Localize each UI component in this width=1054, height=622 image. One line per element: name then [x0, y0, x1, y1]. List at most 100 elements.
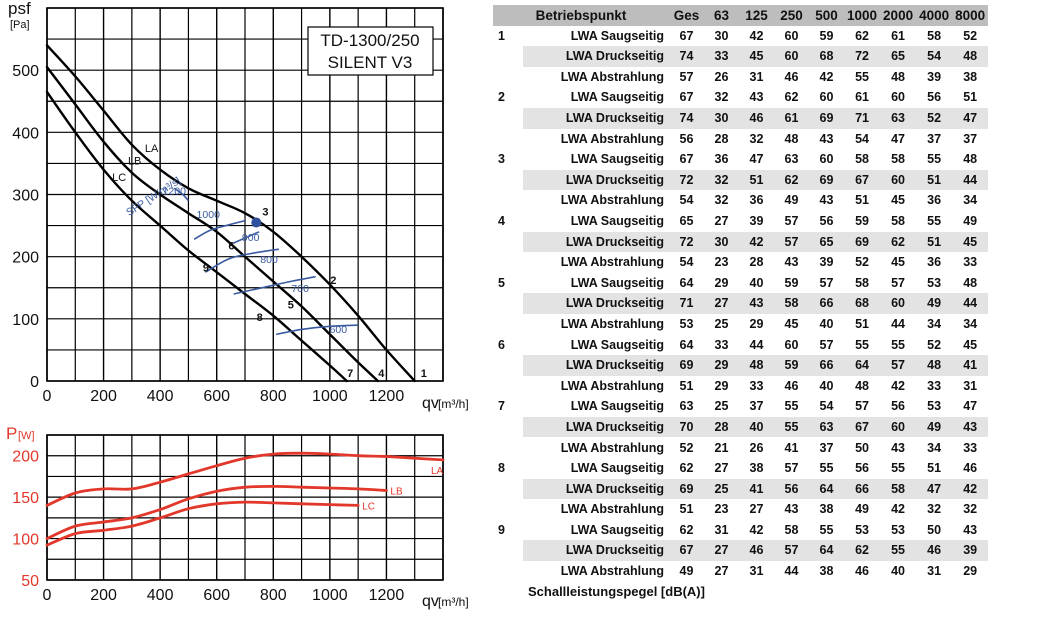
table-cell: 23	[714, 255, 729, 270]
table-cell: 48	[891, 69, 906, 84]
table-cell: 55	[891, 337, 906, 352]
power-x-axis-unit: [m³/h]	[438, 595, 469, 609]
table-cell: 38	[819, 502, 834, 517]
table-row: LWA Druckseitig 74 33 45 60 68 72 65 54 48	[493, 46, 989, 67]
table-cell: 29	[714, 275, 729, 290]
point-number	[493, 129, 523, 150]
point-number: 8	[498, 461, 505, 476]
table-cell: 62	[679, 461, 694, 476]
table-cell: 58	[855, 152, 869, 167]
sfp-curve-label: 800	[260, 254, 278, 266]
row-label: LWA Abstrahlung	[560, 440, 664, 455]
table-cell: 49	[679, 564, 694, 579]
table-cell: 59	[784, 275, 799, 290]
table-cell: 60	[891, 90, 906, 105]
table-cell: 58	[855, 275, 869, 290]
table-cell: 58	[774, 293, 809, 314]
table-cell: 46	[916, 540, 953, 562]
table-cell: 55	[891, 461, 906, 476]
row-label: LWA Druckseitig	[523, 293, 669, 314]
table-row: 3 LWA Saugseitig 67 36 47 63 60 58 58 55 48	[493, 149, 988, 170]
table-cell: 37	[819, 440, 834, 455]
table-cell: 59	[819, 28, 834, 43]
table-cell: 52	[927, 337, 942, 352]
point-number: 7	[498, 399, 505, 414]
row-label: LWA Saugseitig	[570, 522, 664, 537]
table-cell: 68	[844, 293, 881, 314]
table-cell: 31	[749, 564, 764, 579]
table-cell: 57	[880, 355, 917, 376]
pressure-y-tick-label: 500	[12, 63, 39, 80]
pressure-x-tick-label: 800	[260, 388, 287, 405]
row-label: LWA Saugseitig	[570, 213, 664, 228]
table-cell: 67	[844, 416, 881, 438]
table-cell: 32	[714, 193, 729, 208]
table-cell: 59	[855, 213, 869, 228]
table-cell: 67	[679, 152, 694, 167]
table-cell: 54	[916, 46, 953, 67]
table-cell: 33	[963, 440, 978, 455]
table-cell: 64	[679, 275, 694, 290]
table-cell: 33	[704, 46, 739, 67]
table-row: 5 LWA Saugseitig 64 29 40 59 57 58 57 53 48	[493, 273, 988, 294]
row-label: LWA Druckseitig	[523, 478, 669, 500]
table-cell: 50	[855, 440, 869, 455]
model-label-line1: TD-1300/250	[320, 31, 419, 50]
table-cell: 36	[927, 193, 942, 208]
table-cell: 32	[749, 131, 764, 146]
table-cell: 28	[704, 416, 739, 438]
table-cell: 66	[809, 355, 844, 376]
model-label-line2: SILENT V3	[328, 53, 413, 72]
table-cell: 45	[784, 316, 799, 331]
pressure-x-tick-label: 400	[147, 388, 174, 405]
table-cell: 27	[714, 213, 729, 228]
pressure-y-axis-title: psf	[8, 0, 31, 18]
charts-canvas: 0 200 400 600 800 1000 12000100200300400500120…	[6, 0, 469, 610]
table-cell: 60	[880, 169, 917, 191]
power-y-tick-label: 200	[12, 449, 39, 466]
sfp-curve	[204, 248, 280, 273]
table-cell: 57	[784, 213, 799, 228]
table-cell: 69	[809, 169, 844, 191]
row-label: LWA Saugseitig	[570, 399, 664, 414]
table-cell: 68	[809, 46, 844, 67]
table-cell: 46	[784, 378, 799, 393]
row-label: LWA Saugseitig	[570, 275, 664, 290]
power-x-axis-title: qv	[422, 593, 439, 610]
table-cell: 46	[739, 107, 774, 129]
point-number	[493, 67, 523, 88]
table-cell: 49	[784, 193, 799, 208]
table-cell: 58	[784, 522, 799, 537]
table-cell: 45	[891, 193, 906, 208]
table-cell: 46	[963, 461, 978, 476]
sfp-curve-label: 1000	[197, 209, 221, 221]
point-number	[493, 231, 523, 253]
table-cell: 42	[749, 28, 764, 43]
table-cell: 45	[739, 46, 774, 67]
table-cell: 55	[819, 522, 834, 537]
table-cell: 40	[819, 378, 834, 393]
table-cell: 60	[880, 293, 917, 314]
table-cell: 57	[774, 540, 809, 562]
power-series-lb	[45, 484, 388, 540]
row-label: LWA Abstrahlung	[560, 502, 664, 517]
pressure-y-axis-unit: [Pa]	[10, 19, 30, 31]
table-cell: 69	[669, 355, 704, 376]
table-row: LWA Abstrahlung 53 25 29 45 40 51 44 34 34	[493, 314, 988, 335]
table-cell: 34	[927, 316, 942, 331]
table-cell: 43	[819, 131, 834, 146]
row-label: LWA Druckseitig	[523, 416, 669, 438]
table-cell: 51	[855, 193, 869, 208]
table-cell: 54	[679, 193, 694, 208]
power-x-tick-label: 1000	[312, 587, 348, 604]
table-cell: 74	[669, 107, 704, 129]
table-cell: 43	[749, 90, 764, 105]
row-label: LWA Saugseitig	[570, 461, 664, 476]
table-cell: 27	[704, 293, 739, 314]
table-row: LWA Druckseitig 69 29 48 59 66 64 57 48 41	[493, 355, 989, 376]
table-cell: 25	[714, 399, 729, 414]
table-row: 6 LWA Saugseitig 64 33 44 60 57 55 55 52 45	[493, 335, 988, 356]
table-cell: 62	[844, 540, 881, 562]
table-cell: 48	[784, 131, 799, 146]
table-cell: 58	[880, 478, 917, 500]
